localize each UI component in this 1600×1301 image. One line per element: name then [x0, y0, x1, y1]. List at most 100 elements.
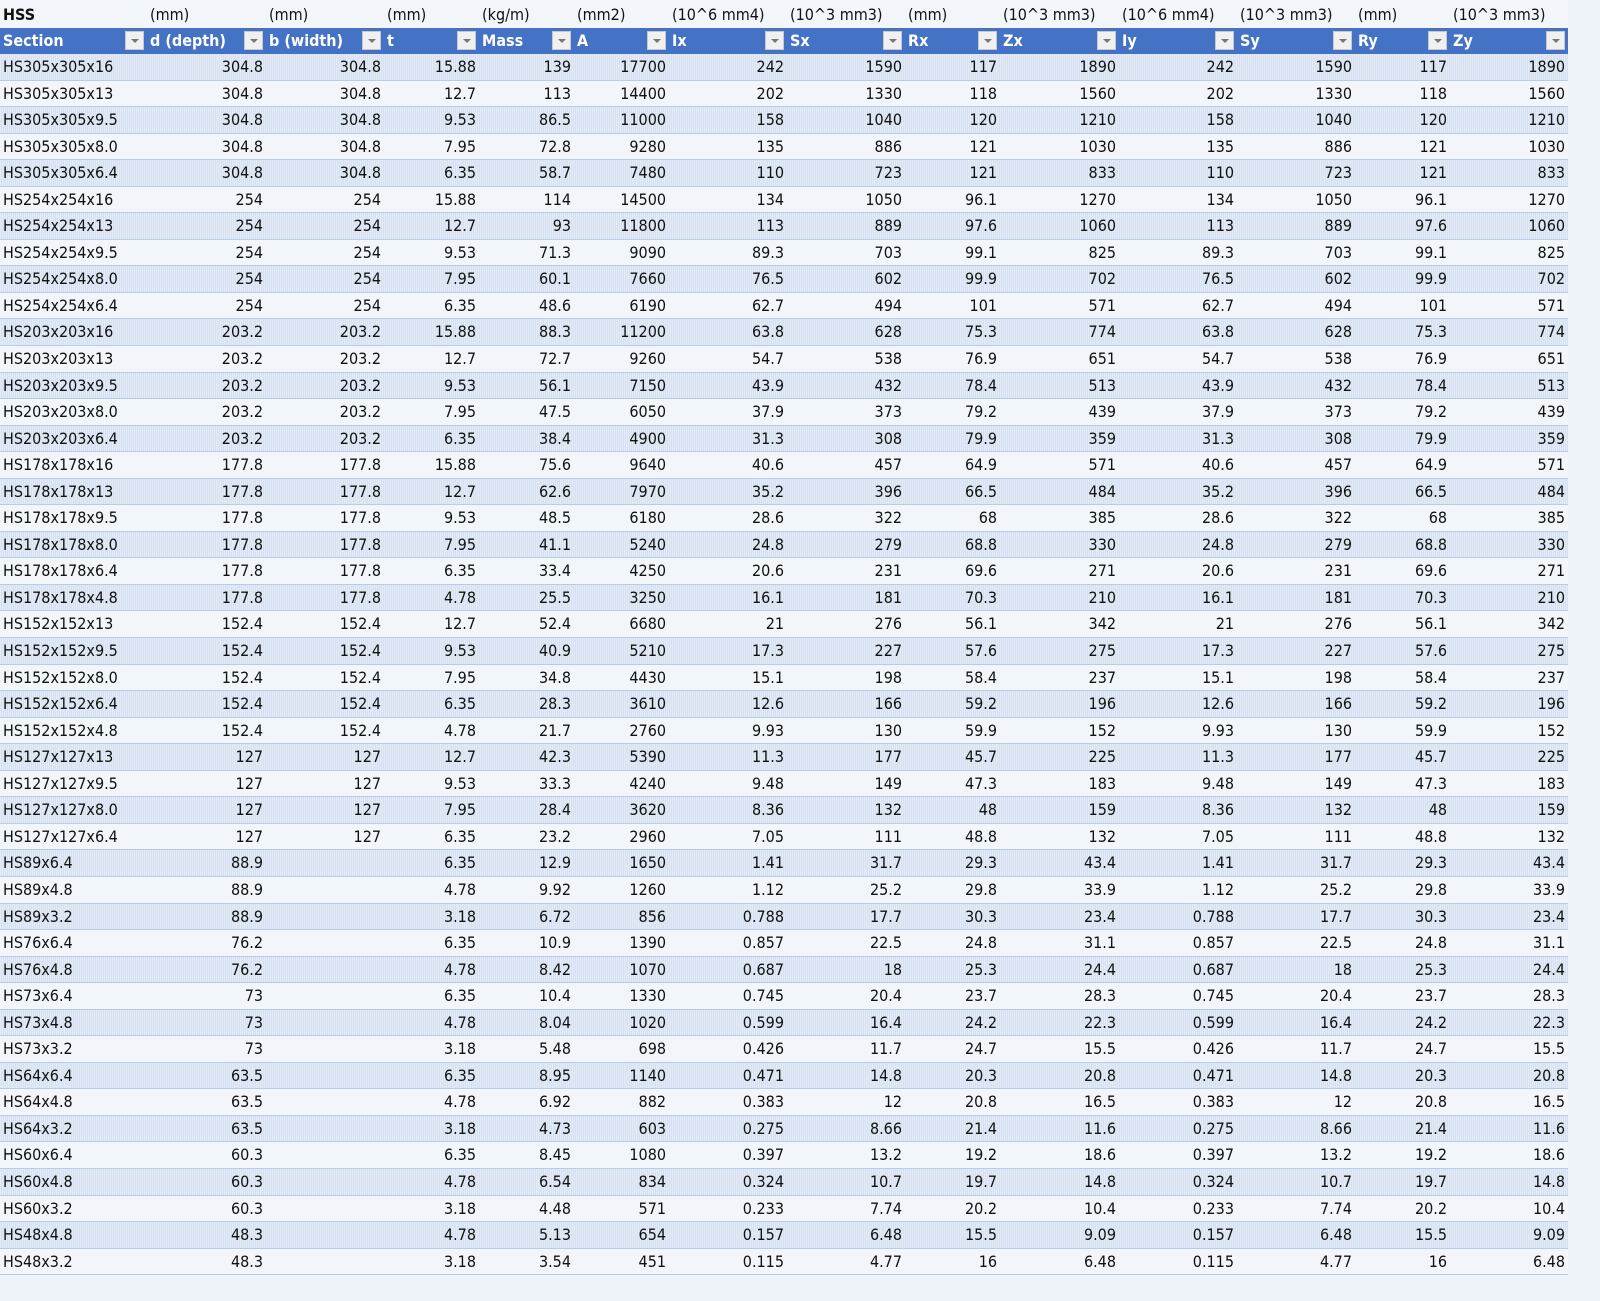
- section-name-cell[interactable]: HS89x6.4: [3, 853, 73, 873]
- value-cell[interactable]: [266, 850, 384, 876]
- column-header[interactable]: Sy: [1237, 28, 1355, 54]
- value-cell[interactable]: 889: [874, 216, 902, 236]
- value-cell[interactable]: 79.2: [1414, 402, 1447, 422]
- value-cell[interactable]: 7.74: [1319, 1198, 1352, 1218]
- value-cell[interactable]: [266, 877, 384, 903]
- value-cell[interactable]: 66.5: [964, 481, 997, 501]
- value-cell[interactable]: 59.9: [964, 720, 997, 740]
- value-cell[interactable]: 60.3: [230, 1198, 263, 1218]
- value-cell[interactable]: 7.95: [443, 136, 476, 156]
- value-cell[interactable]: 47.3: [964, 773, 997, 793]
- value-cell[interactable]: 15.88: [434, 322, 476, 342]
- value-cell[interactable]: 29.8: [1414, 879, 1447, 899]
- value-cell[interactable]: 22.3: [1083, 1012, 1116, 1032]
- value-cell[interactable]: 45.7: [964, 747, 997, 767]
- value-cell[interactable]: 113: [1206, 216, 1234, 236]
- value-cell[interactable]: 68.8: [964, 534, 997, 554]
- value-cell[interactable]: 31.7: [1319, 853, 1352, 873]
- value-cell[interactable]: 203.2: [339, 402, 381, 422]
- value-cell[interactable]: 571: [1088, 455, 1116, 475]
- value-cell[interactable]: 16: [1428, 1251, 1447, 1271]
- value-cell[interactable]: 886: [874, 136, 902, 156]
- value-cell[interactable]: 203.2: [339, 322, 381, 342]
- value-cell[interactable]: 152.4: [339, 720, 381, 740]
- value-cell[interactable]: 135: [756, 136, 784, 156]
- value-cell[interactable]: 35.2: [751, 481, 784, 501]
- value-cell[interactable]: 4.48: [538, 1198, 571, 1218]
- value-cell[interactable]: 15.5: [1532, 1039, 1565, 1059]
- value-cell[interactable]: 1390: [629, 933, 666, 953]
- value-cell[interactable]: 5240: [629, 534, 666, 554]
- filter-dropdown-icon[interactable]: [125, 31, 144, 50]
- value-cell[interactable]: 130: [874, 720, 902, 740]
- value-cell[interactable]: 72.8: [538, 136, 571, 156]
- value-cell[interactable]: 97.6: [964, 216, 997, 236]
- value-cell[interactable]: 1560: [1528, 83, 1565, 103]
- section-name-cell[interactable]: HS48x3.2: [3, 1251, 73, 1271]
- value-cell[interactable]: 59.2: [1414, 694, 1447, 714]
- value-cell[interactable]: 0.745: [742, 986, 784, 1006]
- value-cell[interactable]: 9.93: [1201, 720, 1234, 740]
- value-cell[interactable]: 24.7: [1414, 1039, 1447, 1059]
- section-name-cell[interactable]: HS76x6.4: [3, 933, 73, 953]
- section-name-cell[interactable]: HS203x203x16: [3, 322, 114, 342]
- value-cell[interactable]: 484: [1537, 481, 1565, 501]
- value-cell[interactable]: 10.4: [538, 986, 571, 1006]
- value-cell[interactable]: 1330: [629, 986, 666, 1006]
- value-cell[interactable]: 58.4: [1414, 667, 1447, 687]
- value-cell[interactable]: 0.275: [742, 1118, 784, 1138]
- value-cell[interactable]: 13.2: [1319, 1145, 1352, 1165]
- value-cell[interactable]: 4.78: [443, 1092, 476, 1112]
- value-cell[interactable]: 1270: [1528, 189, 1565, 209]
- value-cell[interactable]: 9.09: [1532, 1225, 1565, 1245]
- value-cell[interactable]: 6.72: [538, 906, 571, 926]
- value-cell[interactable]: 121: [1419, 163, 1447, 183]
- value-cell[interactable]: 28.3: [1083, 986, 1116, 1006]
- value-cell[interactable]: 1270: [1079, 189, 1116, 209]
- section-name-cell[interactable]: HS305x305x6.4: [3, 163, 118, 183]
- section-name-cell[interactable]: HS178x178x6.4: [3, 561, 118, 581]
- value-cell[interactable]: 279: [874, 534, 902, 554]
- value-cell[interactable]: 152.4: [339, 641, 381, 661]
- section-name-cell[interactable]: HS127x127x8.0: [3, 800, 118, 820]
- value-cell[interactable]: 0.383: [742, 1092, 784, 1112]
- value-cell[interactable]: 48.3: [230, 1251, 263, 1271]
- value-cell[interactable]: 4250: [629, 561, 666, 581]
- value-cell[interactable]: [266, 1196, 384, 1222]
- value-cell[interactable]: 0.857: [742, 933, 784, 953]
- value-cell[interactable]: 31.1: [1083, 933, 1116, 953]
- value-cell[interactable]: 4.78: [443, 959, 476, 979]
- value-cell[interactable]: 304.8: [221, 136, 263, 156]
- value-cell[interactable]: 603: [638, 1118, 666, 1138]
- value-cell[interactable]: 23.4: [1532, 906, 1565, 926]
- value-cell[interactable]: 457: [874, 455, 902, 475]
- value-cell[interactable]: 76.9: [964, 349, 997, 369]
- value-cell[interactable]: 18: [1333, 959, 1352, 979]
- value-cell[interactable]: 9.09: [1083, 1225, 1116, 1245]
- value-cell[interactable]: 177.8: [339, 481, 381, 501]
- value-cell[interactable]: 31.3: [1201, 428, 1234, 448]
- value-cell[interactable]: 96.1: [1414, 189, 1447, 209]
- value-cell[interactable]: 1040: [865, 110, 902, 130]
- value-cell[interactable]: 3.18: [443, 1118, 476, 1138]
- value-cell[interactable]: 7.95: [443, 402, 476, 422]
- value-cell[interactable]: 63.8: [751, 322, 784, 342]
- value-cell[interactable]: 20.3: [1414, 1065, 1447, 1085]
- value-cell[interactable]: 20.8: [1083, 1065, 1116, 1085]
- value-cell[interactable]: 15.5: [1083, 1039, 1116, 1059]
- value-cell[interactable]: 3.18: [443, 1039, 476, 1059]
- value-cell[interactable]: 52.4: [538, 614, 571, 634]
- value-cell[interactable]: 3610: [629, 694, 666, 714]
- value-cell[interactable]: 48: [1428, 800, 1447, 820]
- column-header[interactable]: t: [384, 28, 479, 54]
- value-cell[interactable]: 47.5: [538, 402, 571, 422]
- value-cell[interactable]: 13.2: [869, 1145, 902, 1165]
- value-cell[interactable]: 254: [235, 216, 263, 236]
- value-cell[interactable]: 1050: [1315, 189, 1352, 209]
- value-cell[interactable]: 1560: [1079, 83, 1116, 103]
- value-cell[interactable]: 1890: [1079, 57, 1116, 76]
- section-name-cell[interactable]: HS254x254x16: [3, 189, 114, 209]
- value-cell[interactable]: 62.6: [538, 481, 571, 501]
- value-cell[interactable]: [266, 1036, 384, 1062]
- value-cell[interactable]: 12.7: [443, 481, 476, 501]
